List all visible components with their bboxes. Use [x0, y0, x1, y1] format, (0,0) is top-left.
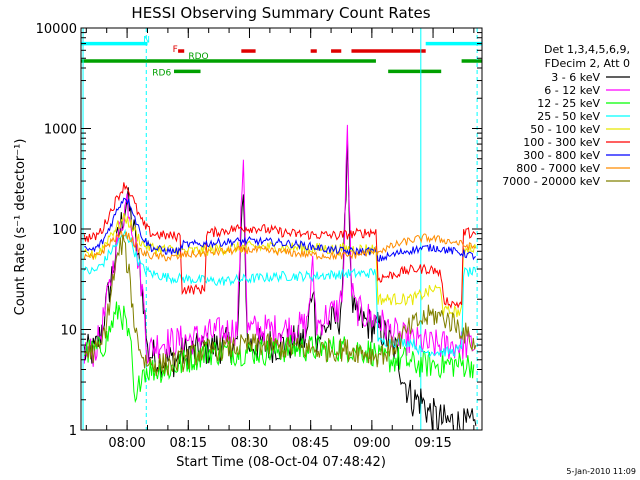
legend-entry-label: 800 - 7000 keV	[516, 162, 600, 175]
chart-title: HESSI Observing Summary Count Rates	[131, 4, 430, 22]
x-tick-label: 08:00	[108, 436, 145, 451]
flag-label: RD6	[152, 68, 171, 78]
y-axis: 1 10 100 1000 10000	[36, 22, 482, 439]
legend-entry-label: 6 - 12 keV	[544, 84, 600, 97]
flag-label: RDO	[188, 52, 208, 62]
x-tick-label: 08:45	[292, 436, 329, 451]
y-tick-label: 100	[52, 223, 77, 238]
x-tick-label: 08:30	[231, 436, 268, 451]
legend-entry-label: 25 - 50 keV	[537, 110, 600, 123]
flag-label: F	[173, 45, 178, 55]
legend-entry-label: 100 - 300 keV	[523, 136, 600, 149]
series-line	[84, 197, 477, 263]
y-tick-label: 10000	[36, 22, 77, 37]
x-axis: 08:00 08:15 08:30 08:45 09:00 09:15	[85, 28, 475, 451]
series-line	[83, 124, 477, 367]
y-tick-label: 1	[69, 424, 77, 439]
series-line	[83, 301, 475, 404]
legend: Det 1,3,4,5,6,9,FDecim 2, Att 03 - 6 keV…	[502, 43, 630, 188]
flag-bars: N F RDO RD6	[81, 36, 482, 78]
y-tick-label: 1000	[44, 123, 77, 138]
y-axis-label: Count Rate (s⁻¹ detector⁻¹)	[13, 139, 28, 316]
x-tick-label: 08:15	[170, 436, 207, 451]
footer-date: 5-Jan-2010 11:09	[566, 467, 636, 476]
vertical-markers	[82, 28, 478, 430]
legend-header: Det 1,3,4,5,6,9,	[544, 43, 630, 56]
legend-entry-label: 3 - 6 keV	[551, 71, 600, 84]
legend-entry-label: 50 - 100 keV	[530, 123, 600, 136]
x-tick-label: 09:00	[353, 436, 390, 451]
legend-entry-label: 300 - 800 keV	[523, 149, 600, 162]
legend-header: FDecim 2, Att 0	[545, 57, 630, 70]
series-line	[83, 182, 477, 309]
x-axis-label: Start Time (08-Oct-04 07:48:42)	[176, 455, 386, 470]
y-tick-label: 10	[60, 324, 77, 339]
series-lines	[83, 124, 477, 430]
series-line	[83, 234, 477, 376]
series-line	[83, 229, 476, 262]
legend-entry-label: 12 - 25 keV	[537, 97, 600, 110]
series-line	[83, 228, 477, 358]
legend-entry-label: 7000 - 20000 keV	[502, 175, 600, 188]
flag-label: N	[143, 36, 150, 46]
x-tick-label: 09:15	[414, 436, 451, 451]
